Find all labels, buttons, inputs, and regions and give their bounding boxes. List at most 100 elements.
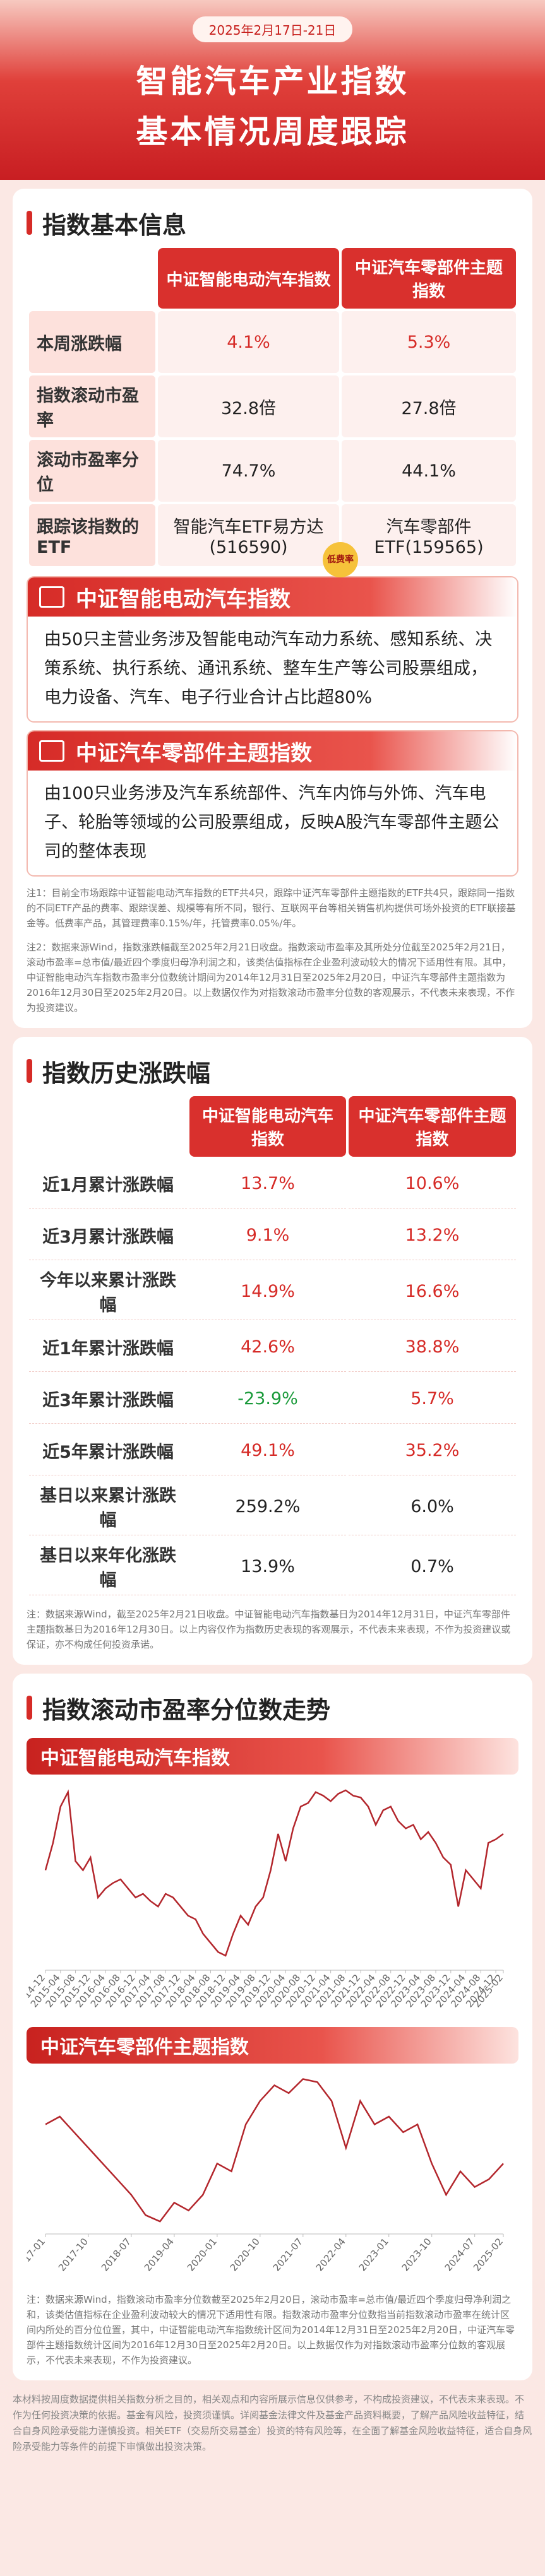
note: 注：数据来源Wind，截至2025年2月21日收盘。中证智能电动汽车指数基日为2… [27,1609,511,1650]
heading-text: 指数基本信息 [42,211,187,239]
subtitle: 基本情况周度跟踪 [136,114,409,150]
title: 智能汽车产业指数 [136,63,409,100]
description-text: 由50只主营业务涉及智能电动汽车动力系统、感知系统、决策系统、执行系统、通讯系统… [28,617,517,721]
x-tick-label: 2022-04 [314,2236,348,2274]
cell: 智能汽车ETF易方达(516590) 低费率 [158,504,359,577]
row-label: 指数滚动市盈率 [29,375,155,437]
descriptions: 中证智能电动汽车指数由50只主营业务涉及智能电动汽车动力系统、感知系统、决策系统… [27,576,518,877]
basic-info-table: 中证智能电动汽车指数 中证汽车零部件主题指数 本周涨跌幅 4.1% 5.3% 指数滚动市盈… [27,245,518,577]
charts: 中证智能电动汽车指数 2014-12 2015-04 2015-08 2015-12 20… [27,1738,518,2283]
cell: 13.9% [189,1538,346,1595]
x-tick-label: 2024-07 [443,2236,477,2274]
table-row: 跟踪该指数的ETF 智能汽车ETF易方达(516590) 低费率 汽车零部件ETF(1… [29,504,516,577]
cell: 42.6% [189,1323,346,1372]
blank-cell [29,1096,187,1157]
table-row: 基日以来年化涨跌幅 13.9% 0.7% [29,1538,516,1595]
x-tick-label: 2025-02 [471,2236,505,2274]
chart-title: 中证汽车零部件主题指数 [27,2027,518,2064]
row-label: 本周涨跌幅 [29,311,155,373]
row-label: 近5年累计涨跌幅 [29,1426,187,1475]
cell: 16.6% [349,1263,516,1320]
chart: 2014-122015-042015-082015-122016-042016-… [27,1789,505,2010]
cell: -23.9% [189,1374,346,1424]
cell-value: 4.1% [227,332,270,352]
heading-text: 指数历史涨跌幅 [42,1059,211,1087]
header: 2025年2月17日-21日 智能汽车产业指数 基本情况周度跟踪 [0,0,545,180]
cell: 27.8倍 [342,375,516,437]
table-row: 今年以来累计涨跌幅 14.9% 16.6% [29,1263,516,1320]
description-title: 中证汽车零部件主题指数 [76,740,312,766]
x-tick-label: 2017-01 [27,2236,47,2274]
cell-value: 0.7% [410,1556,454,1576]
x-tick-label: 2018-07 [99,2236,133,2274]
cell: 74.7% [158,440,340,502]
x-tick-label: 2019-04 [142,2236,176,2274]
blank-cell [29,248,155,309]
cell: 汽车零部件ETF(159565) [342,504,516,566]
table-row: 滚动市盈率分位 74.7% 44.1% [29,440,516,502]
cell: 35.2% [349,1426,516,1475]
cell: 44.1% [342,440,516,502]
basic-info-card: 指数基本信息 中证智能电动汽车指数 中证汽车零部件主题指数 本周涨跌幅 4.1% 5.3… [13,189,532,1028]
x-tick-label: 2017-10 [56,2236,90,2274]
history-table: 中证智能电动汽车指数 中证汽车零部件主题指数 近1月累计涨跌幅 13.7% 10.6% 近… [27,1094,518,1598]
description-box: 中证汽车零部件主题指数由100只业务涉及汽车系统部件、汽车内饰与外饰、汽车电子、… [27,730,518,877]
row-label: 近1年累计涨跌幅 [29,1323,187,1372]
row-label: 近3月累计涨跌幅 [29,1211,187,1260]
cell: 13.2% [349,1211,516,1260]
note: 注2：数据来源Wind，指数涨跌幅截至2025年2月21日收盘。指数滚动市盈率及… [27,942,515,1013]
cell: 13.7% [189,1159,346,1208]
cell-value: 汽车零部件ETF(159565) [374,517,484,557]
table-row: 本周涨跌幅 4.1% 5.3% [29,311,516,373]
column-header: 中证汽车零部件主题指数 [349,1096,516,1157]
cell-value: 16.6% [405,1281,460,1301]
cell: 10.6% [349,1159,516,1208]
cell-value: 13.9% [241,1556,295,1576]
x-tick-label: 2020-10 [228,2236,262,2274]
note: 注1：目前全市场跟踪中证智能电动汽车指数的ETF共4只，跟踪中证汽车零部件主题指… [27,887,516,929]
date-badge: 2025年2月17日-21日 [192,16,353,42]
line [45,2078,504,2223]
row-label: 基日以来年化涨跌幅 [29,1538,187,1595]
table-row: 近1月累计涨跌幅 13.7% 10.6% [29,1159,516,1208]
cell: 14.9% [189,1263,346,1320]
row-label: 基日以来累计涨跌幅 [29,1478,187,1535]
cell-value: 9.1% [246,1226,290,1245]
table-row: 近1年累计涨跌幅 42.6% 38.8% [29,1323,516,1372]
heading-text: 指数滚动市盈率分位数走势 [42,1696,331,1724]
row-label: 滚动市盈率分位 [29,440,155,502]
cell-value: 智能汽车ETF易方达(516590) [173,517,324,557]
cell-value: 35.2% [405,1441,460,1460]
row-label: 今年以来累计涨跌幅 [29,1263,187,1320]
history-card: 指数历史涨跌幅 中证智能电动汽车指数 中证汽车零部件主题指数 近1月累计涨跌幅 13.… [13,1037,532,1665]
column-header: 中证汽车零部件主题指数 [342,248,516,309]
cell-value: 74.7% [221,461,276,481]
table-row: 近5年累计涨跌幅 49.1% 35.2% [29,1426,516,1475]
cell: 259.2% [189,1478,346,1535]
row-label: 近1月累计涨跌幅 [29,1159,187,1208]
cell: 9.1% [189,1211,346,1260]
header-row: 中证智能电动汽车指数 中证汽车零部件主题指数 [29,1096,516,1157]
disclaimer: 本材料按周度数据提供相关指数分析之目的，相关观点和内容所展示信息仅供参考，不构成… [13,2394,532,2452]
cell-value: 5.7% [410,1389,454,1409]
table-row: 基日以来累计涨跌幅 259.2% 6.0% [29,1478,516,1535]
notes: 注1：目前全市场跟踪中证智能电动汽车指数的ETF共4只，跟踪中证汽车零部件主题指… [27,885,518,1015]
section-heading: 指数基本信息 [27,200,518,245]
description-title-bar: 中证智能电动汽车指数 [28,577,517,617]
table-row: 指数滚动市盈率 32.8倍 27.8倍 [29,375,516,437]
x-tick-label: 2020-01 [185,2236,219,2274]
cell-value: 38.8% [405,1337,460,1357]
row-label: 跟踪该指数的ETF [29,504,155,566]
cell: 5.7% [349,1374,516,1424]
description-title-bar: 中证汽车零部件主题指数 [28,731,517,771]
badge: 低费率 [323,542,359,577]
cell-value: 44.1% [402,461,456,481]
column-header: 中证智能电动汽车指数 [158,248,340,309]
description-title: 中证智能电动汽车指数 [76,586,290,612]
chart: 2017-01 2017-10 2018-07 2019-04 2020-01 2020-… [27,2078,505,2274]
cell: 4.1% [158,311,340,373]
description-text: 由100只业务涉及汽车系统部件、汽车内饰与外饰、汽车电子、轮胎等领域的公司股票组… [28,771,517,875]
icon [39,586,64,608]
cell: 0.7% [349,1538,516,1595]
